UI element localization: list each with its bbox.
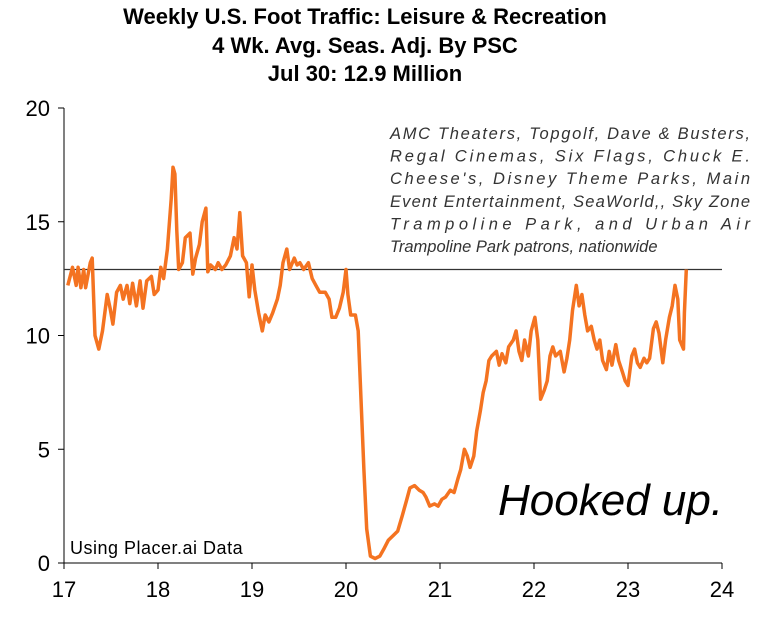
note-line: Cheese's, Disney Theme Parks, Main	[390, 170, 750, 188]
note-line: Event Entertainment, SeaWorld,, Sky Zone	[390, 193, 750, 211]
note-line: AMC Theaters, Topgolf, Dave & Busters,	[389, 125, 750, 143]
y-tick-label: 0	[38, 551, 50, 576]
x-tick-label: 19	[240, 577, 264, 602]
note-line: Regal Cinemas, Six Flags, Chuck E.	[390, 148, 750, 166]
x-tick-label: 22	[522, 577, 546, 602]
y-tick-label: 20	[26, 96, 50, 121]
source-note: Using Placer.ai Data	[70, 538, 244, 558]
y-tick-label: 5	[38, 437, 50, 462]
y-tick-label: 10	[26, 324, 50, 349]
note-line: Trampoline Park, and Urban Air	[390, 215, 752, 233]
x-tick-label: 24	[710, 577, 734, 602]
x-tick-label: 20	[334, 577, 358, 602]
chart-title: Weekly U.S. Foot Traffic: Leisure & Recr…	[123, 4, 607, 29]
note-line: Trampoline Park patrons, nationwide	[390, 238, 658, 256]
x-tick-label: 18	[146, 577, 170, 602]
data-line	[66, 165, 689, 561]
x-tick-label: 23	[616, 577, 640, 602]
chart-subtitle: 4 Wk. Avg. Seas. Adj. By PSC	[212, 33, 518, 58]
y-tick-label: 15	[26, 210, 50, 235]
headline: Hooked up.	[498, 476, 723, 525]
x-tick-label: 21	[428, 577, 452, 602]
chart-subtitle: Jul 30: 12.9 Million	[268, 61, 462, 86]
x-tick-label: 17	[52, 577, 76, 602]
